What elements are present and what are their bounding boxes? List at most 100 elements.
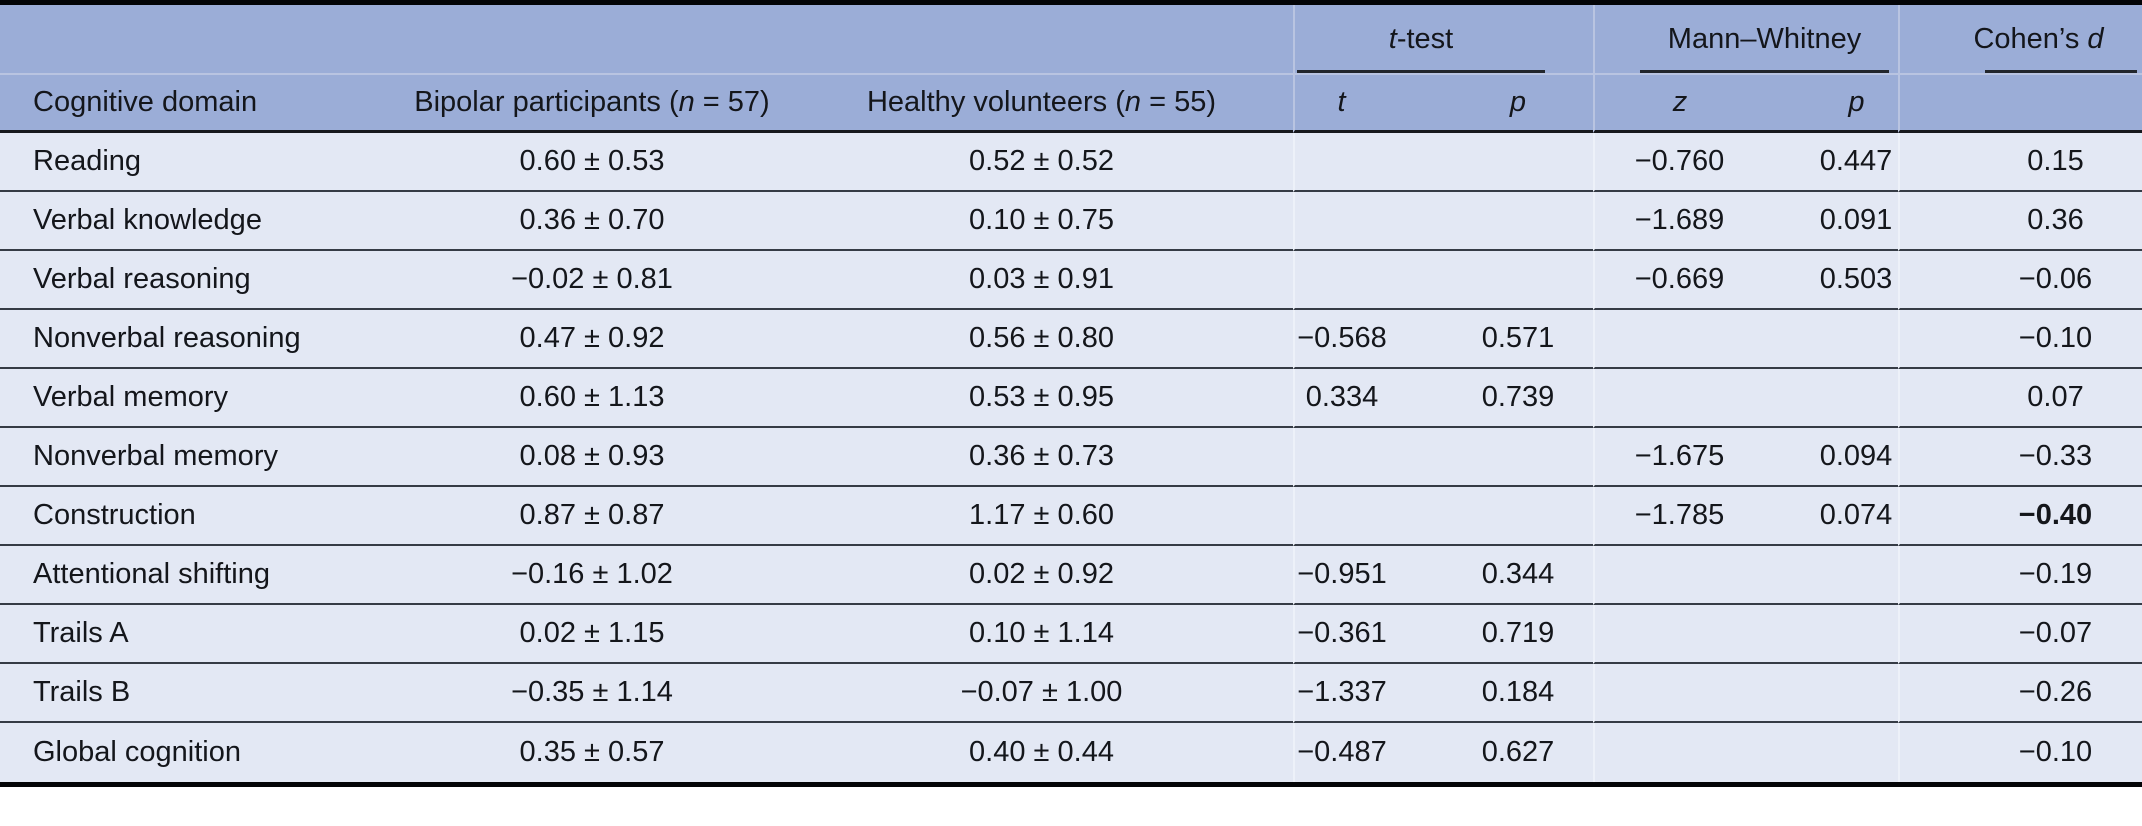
cell-domain: Verbal knowledge [0,192,394,251]
table-row-global-cognition: Global cognition 0.35 ± 0.57 0.40 ± 0.44… [0,723,2142,782]
table-row-attentional-shifting: Attentional shifting −0.16 ± 1.02 0.02 ±… [0,546,2142,605]
cell-p-ttest [1443,251,1593,310]
cell-healthy: 0.10 ± 1.14 [790,605,1293,664]
cell-cohens-d: −0.06 [1898,251,2142,310]
cell-healthy: 0.36 ± 0.73 [790,428,1293,487]
cell-t: −0.568 [1293,310,1443,369]
t-test-suffix: -test [1396,22,1454,55]
table-header: t-test Mann–Whitney Cohen’s d Cognitive … [0,5,2142,133]
cell-cohens-d: −0.07 [1898,605,2142,664]
cell-z [1593,546,1745,605]
group-header-row: t-test Mann–Whitney Cohen’s d [0,5,2142,75]
cell-domain: Nonverbal reasoning [0,310,394,369]
cell-t: −1.337 [1293,664,1443,723]
cell-bipolar: 0.08 ± 0.93 [394,428,790,487]
cell-t: −0.361 [1293,605,1443,664]
table-row-trails-b: Trails B −0.35 ± 1.14 −0.07 ± 1.00 −1.33… [0,664,2142,723]
cell-bipolar: 0.87 ± 0.87 [394,487,790,546]
cell-p-mannwhitney [1745,723,1898,782]
cell-t: −0.487 [1293,723,1443,782]
cell-z [1593,605,1745,664]
cell-bipolar: 0.35 ± 0.57 [394,723,790,782]
column-header-row: Cognitive domain Bipolar participants (n… [0,75,2142,133]
cell-cohens-d: −0.26 [1898,664,2142,723]
group-header-t-test: t-test [1293,5,1593,75]
cell-domain: Trails B [0,664,394,723]
cell-p-ttest: 0.571 [1443,310,1593,369]
cell-healthy: 0.53 ± 0.95 [790,369,1293,428]
cell-t [1293,428,1443,487]
cell-z: −1.689 [1593,192,1745,251]
column-header-z: z [1593,75,1745,133]
cell-domain: Verbal memory [0,369,394,428]
cell-p-ttest [1443,133,1593,192]
cognitive-domain-comparison-table: t-test Mann–Whitney Cohen’s d Cognitive … [0,5,2142,782]
table-row-trails-a: Trails A 0.02 ± 1.15 0.10 ± 1.14 −0.361 … [0,605,2142,664]
cohens-d-group-label: Cohen’s d [1940,23,2137,56]
bipolar-header-suffix: = 57) [694,86,770,118]
cell-bipolar: −0.16 ± 1.02 [394,546,790,605]
cell-p-ttest: 0.627 [1443,723,1593,782]
cell-domain: Global cognition [0,723,394,782]
cell-cohens-d: −0.40 [1898,487,2142,546]
table-row-construction: Construction 0.87 ± 0.87 1.17 ± 0.60 −1.… [0,487,2142,546]
cell-t [1293,251,1443,310]
cell-bipolar: −0.35 ± 1.14 [394,664,790,723]
cell-domain: Nonverbal memory [0,428,394,487]
cell-cohens-d: 0.15 [1898,133,2142,192]
cell-bipolar: 0.47 ± 0.92 [394,310,790,369]
cohens-d-italic-d: d [2087,22,2104,55]
cell-z: −1.675 [1593,428,1745,487]
cell-p-mannwhitney: 0.074 [1745,487,1898,546]
cell-healthy: −0.07 ± 1.00 [790,664,1293,723]
group-header-mann-whitney: Mann–Whitney [1593,5,1898,75]
cell-healthy: 0.40 ± 0.44 [790,723,1293,782]
column-header-bipolar-participants: Bipolar participants (n = 57) [394,75,790,133]
cell-z [1593,369,1745,428]
column-header-cohens-d-blank [1898,75,2142,133]
cell-p-mannwhitney: 0.447 [1745,133,1898,192]
column-header-p-mannwhitney: p [1745,75,1898,133]
cell-cohens-d: −0.19 [1898,546,2142,605]
column-header-healthy-volunteers: Healthy volunteers (n = 55) [790,75,1293,133]
table-row-nonverbal-memory: Nonverbal memory 0.08 ± 0.93 0.36 ± 0.73… [0,428,2142,487]
statistics-table-container: t-test Mann–Whitney Cohen’s d Cognitive … [0,0,2142,787]
cell-z [1593,723,1745,782]
cell-t [1293,133,1443,192]
column-header-cognitive-domain: Cognitive domain [0,75,394,133]
table-row-reading: Reading 0.60 ± 0.53 0.52 ± 0.52 −0.760 0… [0,133,2142,192]
cell-z [1593,310,1745,369]
cell-bipolar: 0.60 ± 0.53 [394,133,790,192]
cell-z: −0.669 [1593,251,1745,310]
healthy-header-prefix: Healthy volunteers ( [866,86,1125,118]
cell-p-ttest [1443,192,1593,251]
cell-p-ttest: 0.719 [1443,605,1593,664]
bipolar-header-prefix: Bipolar participants ( [414,86,679,118]
cell-cohens-d: −0.10 [1898,310,2142,369]
mann-whitney-underline [1640,70,1889,73]
cell-cohens-d: 0.07 [1898,369,2142,428]
table-row-verbal-memory: Verbal memory 0.60 ± 1.13 0.53 ± 0.95 0.… [0,369,2142,428]
cell-healthy: 1.17 ± 0.60 [790,487,1293,546]
cell-p-mannwhitney [1745,369,1898,428]
cell-t [1293,192,1443,251]
healthy-header-suffix: = 55) [1141,86,1216,118]
cell-p-mannwhitney [1745,546,1898,605]
cell-p-mannwhitney [1745,605,1898,664]
cell-bipolar: 0.60 ± 1.13 [394,369,790,428]
cell-domain: Construction [0,487,394,546]
column-header-t: t [1293,75,1443,133]
cell-p-mannwhitney: 0.503 [1745,251,1898,310]
table-row-nonverbal-reasoning: Nonverbal reasoning 0.47 ± 0.92 0.56 ± 0… [0,310,2142,369]
cell-p-ttest [1443,487,1593,546]
cell-z [1593,664,1745,723]
cell-healthy: 0.52 ± 0.52 [790,133,1293,192]
cell-bipolar: 0.36 ± 0.70 [394,192,790,251]
cell-domain: Attentional shifting [0,546,394,605]
cell-cohens-d: −0.33 [1898,428,2142,487]
cohens-d-prefix: Cohen’s [1973,22,2088,55]
cell-healthy: 0.02 ± 0.92 [790,546,1293,605]
cell-domain: Trails A [0,605,394,664]
cell-p-ttest: 0.739 [1443,369,1593,428]
